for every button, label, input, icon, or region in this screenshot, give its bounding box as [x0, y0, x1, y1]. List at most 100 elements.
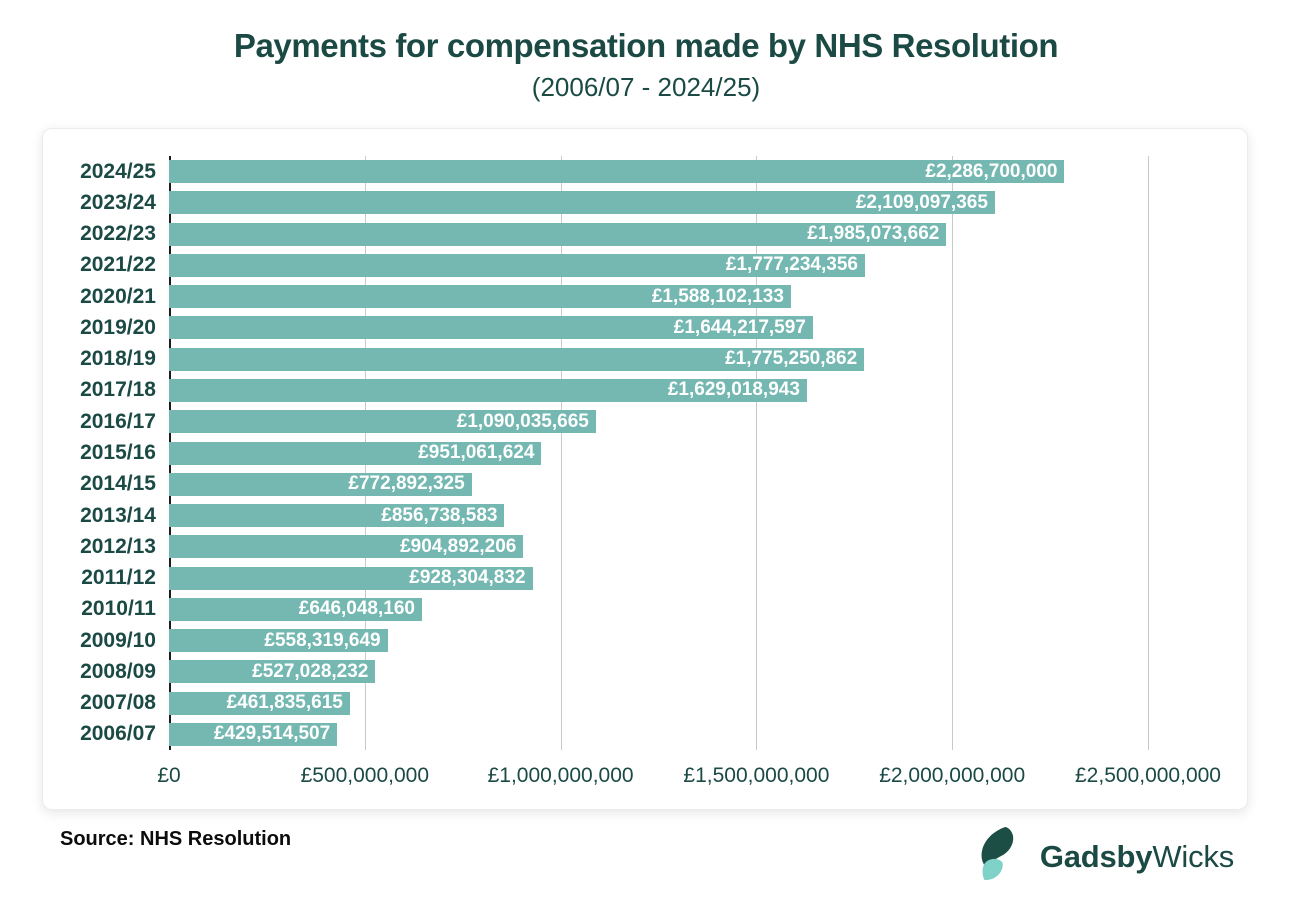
chart-row: 2023/24 £2,109,097,365: [67, 187, 1148, 218]
bar-value-label: £1,775,250,862: [725, 348, 858, 370]
bar: £772,892,325: [169, 472, 472, 496]
x-tick-label: £0: [157, 764, 181, 787]
logo-wordmark: GadsbyWicks: [1040, 839, 1234, 875]
bar-track: £461,835,615: [169, 691, 1148, 715]
chart-card: 2024/25 £2,286,700,000 2023/24 £2,109,09…: [42, 128, 1248, 810]
chart-row: 2010/11 £646,048,160: [67, 594, 1148, 625]
bar-value-label: £2,109,097,365: [855, 191, 988, 213]
bar-track: £904,892,206: [169, 535, 1148, 559]
chart-row: 2019/20 £1,644,217,597: [67, 312, 1148, 343]
y-axis-label: 2012/13: [80, 534, 156, 558]
chart-rows: 2024/25 £2,286,700,000 2023/24 £2,109,09…: [67, 156, 1148, 750]
chart-row: 2022/23 £1,985,073,662: [67, 219, 1148, 250]
bar: £928,304,832: [169, 566, 533, 590]
bar-track: £1,644,217,597: [169, 316, 1148, 340]
bar-value-label: £429,514,507: [213, 723, 331, 745]
y-axis-label: 2015/16: [80, 441, 156, 465]
bar-value-label: £856,738,583: [381, 504, 498, 526]
bar: £461,835,615: [169, 691, 350, 715]
bar-track: £1,985,073,662: [169, 222, 1148, 246]
y-axis-label: 2024/25: [80, 159, 156, 183]
y-axis-label: 2022/23: [80, 222, 156, 246]
bar-value-label: £904,892,206: [400, 535, 517, 557]
bar-value-label: £1,644,217,597: [673, 316, 806, 338]
bar: £2,286,700,000: [169, 160, 1065, 184]
y-axis-label: 2008/09: [80, 659, 156, 683]
bar-track: £429,514,507: [169, 722, 1148, 746]
chart-row: 2009/10 £558,319,649: [67, 625, 1148, 656]
chart-row: 2018/19 £1,775,250,862: [67, 344, 1148, 375]
chart-row: 2020/21 £1,588,102,133: [67, 281, 1148, 312]
y-axis-label: 2023/24: [80, 190, 156, 214]
bar-track: £1,777,234,356: [169, 253, 1148, 277]
bar-chart: 2024/25 £2,286,700,000 2023/24 £2,109,09…: [67, 156, 1149, 750]
x-tick-label: £500,000,000: [300, 764, 430, 787]
y-axis-label: 2014/15: [80, 472, 156, 496]
bar-value-label: £772,892,325: [348, 473, 465, 495]
gridline: [560, 156, 562, 750]
gridline: [756, 156, 758, 750]
y-axis-label: 2009/10: [80, 628, 156, 652]
bar: £646,048,160: [169, 597, 422, 621]
bar-value-label: £646,048,160: [298, 598, 415, 620]
y-axis-label: 2011/12: [81, 566, 156, 590]
chart-subtitle: (2006/07 - 2024/25): [531, 72, 761, 102]
bar-track: £772,892,325: [169, 472, 1148, 496]
x-tick-label: £1,500,000,000: [683, 764, 830, 787]
x-tick-label: £2,500,000,000: [1075, 764, 1221, 787]
x-axis: £0 £500,000,000 £1,000,000,000 £1,500,000,0…: [67, 762, 1221, 792]
bar-track: £527,028,232: [169, 660, 1148, 684]
leaf-icon: [975, 826, 1027, 887]
chart-row: 2017/18 £1,629,018,943: [67, 375, 1148, 406]
chart-header: Payments for compensation made by NHS Re…: [0, 27, 1292, 103]
chart-title: Payments for compensation made by NHS Re…: [233, 27, 1059, 64]
chart-row: 2012/13 £904,892,206: [67, 531, 1148, 562]
chart-row: 2011/12 £928,304,832: [67, 562, 1148, 593]
bar-track: £2,286,700,000: [169, 160, 1148, 184]
y-axis-label: 2020/21: [80, 284, 156, 308]
chart-row: 2015/16 £951,061,624: [67, 437, 1148, 468]
chart-row: 2014/15 £772,892,325: [67, 469, 1148, 500]
bar-track: £928,304,832: [169, 566, 1148, 590]
bar-value-label: £1,777,234,356: [725, 254, 858, 276]
bar-track: £2,109,097,365: [169, 191, 1148, 215]
bar: £1,644,217,597: [169, 316, 813, 340]
chart-row: 2024/25 £2,286,700,000: [67, 156, 1148, 187]
bar-value-label: £527,028,232: [252, 660, 369, 682]
bar-track: £558,319,649: [169, 629, 1148, 653]
bar-value-label: £1,629,018,943: [667, 379, 800, 401]
bar-track: £646,048,160: [169, 597, 1148, 621]
bar: £1,629,018,943: [169, 378, 807, 402]
y-axis-label: 2010/11: [81, 597, 156, 621]
chart-row: 2007/08 £461,835,615: [67, 688, 1148, 719]
bar: £904,892,206: [169, 535, 524, 559]
y-axis-label: 2007/08: [80, 691, 156, 715]
y-axis-label: 2019/20: [80, 315, 156, 339]
chart-row: 2006/07 £429,514,507: [67, 719, 1148, 750]
bar-track: £1,775,250,862: [169, 347, 1148, 371]
bar-value-label: £1,090,035,665: [456, 410, 589, 432]
brand-logo: GadsbyWicks: [975, 826, 1234, 887]
logo-word-bold: Gadsby: [1039, 838, 1153, 874]
bar: £2,109,097,365: [169, 191, 995, 215]
bar: £558,319,649: [169, 629, 388, 653]
bar-track: £1,588,102,133: [169, 285, 1148, 309]
bar: £1,985,073,662: [169, 222, 947, 246]
bar: £1,090,035,665: [169, 410, 596, 434]
bar-value-label: £928,304,832: [409, 567, 526, 589]
y-axis-label: 2013/14: [80, 503, 156, 527]
y-axis-label: 2017/18: [80, 378, 156, 402]
bar-value-label: £1,985,073,662: [807, 223, 940, 245]
bar: £951,061,624: [169, 441, 542, 465]
bar-value-label: £2,286,700,000: [925, 160, 1058, 182]
source-note: Source: NHS Resolution: [60, 828, 292, 850]
y-axis-label: 2021/22: [80, 253, 156, 277]
gridline: [952, 156, 954, 750]
bar: £1,588,102,133: [169, 285, 791, 309]
x-tick-label: £2,000,000,000: [879, 764, 1026, 787]
bar-track: £1,090,035,665: [169, 410, 1148, 434]
y-axis-label: 2006/07: [80, 722, 156, 746]
bar: £429,514,507: [169, 722, 338, 746]
bar-track: £951,061,624: [169, 441, 1148, 465]
